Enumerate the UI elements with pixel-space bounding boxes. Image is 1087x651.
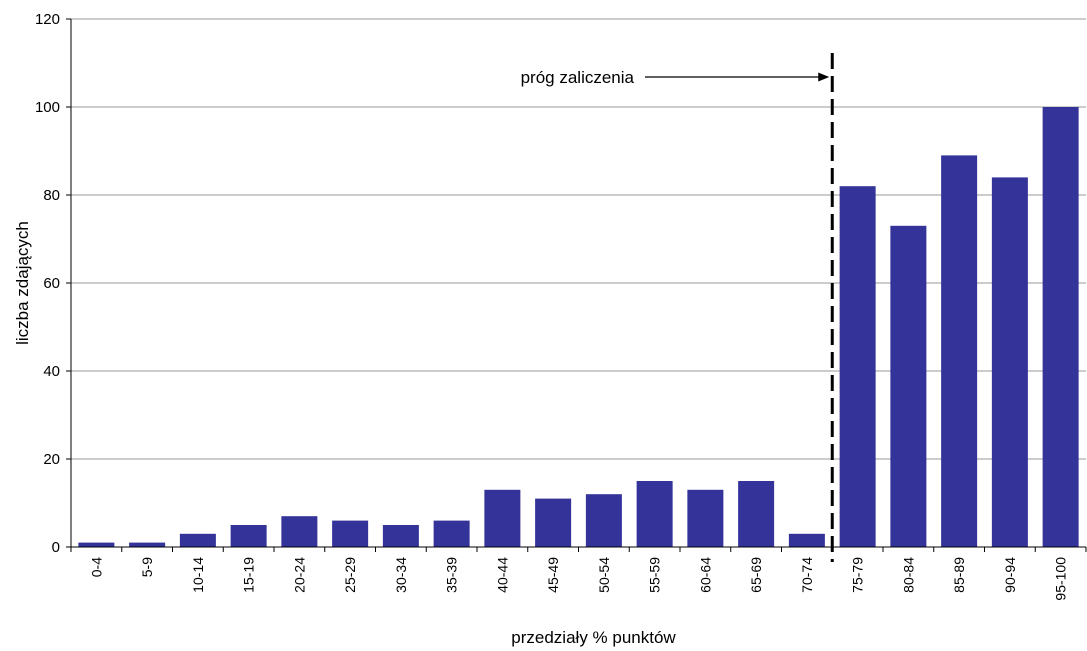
bar <box>179 533 216 547</box>
bar <box>636 481 673 547</box>
x-tick-label: 65-69 <box>748 557 764 593</box>
bar <box>332 520 369 547</box>
y-tick-label: 120 <box>35 11 60 28</box>
bar <box>788 533 825 547</box>
x-tick-label: 0-4 <box>88 557 104 577</box>
bar <box>738 481 775 547</box>
x-tick-label: 90-94 <box>1002 557 1018 593</box>
x-tick-label: 5-9 <box>139 557 155 577</box>
y-tick-label: 20 <box>43 451 60 468</box>
bar <box>382 525 419 547</box>
bar <box>941 155 978 547</box>
x-tick-label: 80-84 <box>900 557 916 593</box>
bar <box>484 489 521 547</box>
x-tick-label: 35-39 <box>444 557 460 593</box>
bar <box>585 494 622 547</box>
x-tick-label: 85-89 <box>951 557 967 593</box>
x-tick-label: 60-64 <box>697 557 713 593</box>
x-tick-label: 15-19 <box>241 557 257 593</box>
x-tick-label: 75-79 <box>850 557 866 593</box>
threshold-label: próg zaliczenia <box>521 68 635 87</box>
bar <box>1042 107 1079 547</box>
y-tick-label: 60 <box>43 275 60 292</box>
x-axis-title: przedziały % punktów <box>511 628 676 647</box>
bar <box>129 542 166 547</box>
bar <box>433 520 470 547</box>
threshold-arrow-head <box>818 72 830 82</box>
y-tick-label: 80 <box>43 187 60 204</box>
x-tick-label: 40-44 <box>494 557 510 593</box>
y-tick-label: 0 <box>52 539 60 556</box>
x-tick-label: 95-100 <box>1053 557 1069 601</box>
bar <box>687 489 724 547</box>
bar <box>78 542 115 547</box>
x-tick-label: 50-54 <box>596 557 612 593</box>
bar <box>230 525 267 547</box>
x-tick-label: 45-49 <box>545 557 561 593</box>
y-axis-ticks: 0 20 40 60 80 100 120 <box>35 11 71 556</box>
bar <box>991 177 1028 547</box>
y-tick-label: 100 <box>35 99 60 116</box>
y-axis-title: liczba zdających <box>13 221 32 345</box>
x-tick-label: 30-34 <box>393 557 409 593</box>
bar <box>281 516 318 547</box>
y-tick-label: 40 <box>43 363 60 380</box>
x-tick-label: 25-29 <box>342 557 358 593</box>
x-tick-label: 55-59 <box>647 557 663 593</box>
x-tick-label: 70-74 <box>799 557 815 593</box>
bar <box>535 498 572 547</box>
x-tick-label: 20-24 <box>291 557 307 593</box>
bar <box>890 225 927 548</box>
bars <box>78 107 1079 548</box>
x-axis-ticks: 0-4 5-9 10-14 15-19 20-24 25-29 30-34 35-39 40-4… <box>70 547 1087 601</box>
x-tick-label: 10-14 <box>190 557 206 593</box>
threshold-annotation: próg zaliczenia <box>521 53 834 562</box>
bar <box>839 186 876 547</box>
